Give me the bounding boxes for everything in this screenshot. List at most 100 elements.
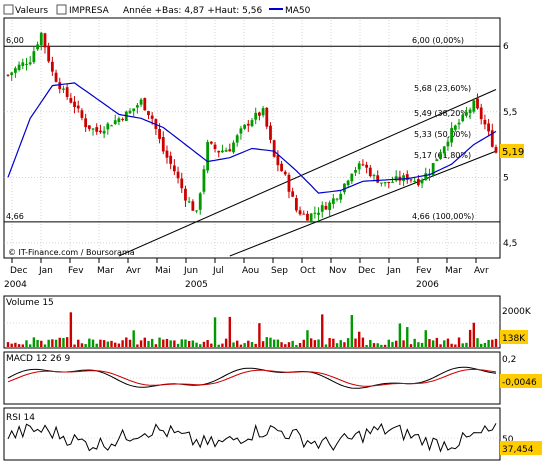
volume-bar [162,339,165,347]
volume-bar [258,323,261,347]
candle-body [99,130,102,133]
candle-body [302,213,306,215]
volume-bar [114,342,117,347]
volume-bar [117,343,121,347]
candle-body [198,193,202,210]
volume-bar [43,344,47,347]
candle-body [487,123,491,132]
volume-bar [280,342,283,347]
volume-bar [213,317,217,347]
candle-body [250,120,254,127]
price-tick-label: 6 [503,42,509,52]
candle-body [346,180,350,186]
candle-body [350,173,354,182]
last-price-tag [500,144,524,158]
volume-bar [476,338,479,347]
year-label: 2006 [416,280,439,290]
month-label: Avr [126,266,141,276]
month-label: Jan [386,266,401,276]
candle-body [217,150,221,153]
month-label: Fev [68,266,84,276]
candle-body [450,127,454,143]
month-label: Avr [474,266,489,276]
volume-bar [335,343,339,347]
volume-bar [291,340,294,347]
candle-body [269,125,272,140]
volume-bar [224,338,228,347]
volume-bar [32,337,36,347]
volume-bar [350,314,354,347]
volume-bar [369,339,372,347]
month-label: Dec [10,266,27,276]
candle-body [50,61,54,72]
candle-body [21,62,25,66]
candle-body [147,111,150,116]
candle-body [232,142,235,153]
candle-body [435,159,439,162]
candle-body [76,105,80,109]
volume-bar [158,337,161,347]
volume-bar [272,339,276,347]
volume-bar [446,338,450,347]
security-name: IMPRESA [69,6,110,16]
volume-bar [62,338,65,347]
candle-body [172,165,176,172]
candle-body [95,127,99,132]
macd-last-tag [500,374,542,388]
volume-bar [387,339,390,347]
candle-body [65,87,69,97]
candle-body [43,33,47,48]
volume-bar [346,338,350,347]
candle-body [121,118,125,120]
horizontal-level-right-label: 6,00 (0,00%) [412,36,464,45]
volume-bar [439,344,442,347]
candle-body [320,205,324,212]
volume-bar [383,344,387,347]
candle-body [206,141,210,171]
price-grid [4,20,500,256]
candle-body [132,108,136,112]
volume-bar [265,337,268,347]
macd-panel-frame [3,351,501,405]
volume-bar [302,339,305,347]
volume-bar [491,339,494,347]
candle-body [135,105,139,108]
candle-body [272,140,276,157]
volume-bar [128,339,132,347]
candle-body [54,72,58,82]
volume-bar [180,339,183,347]
volume-bar [328,338,331,347]
volume-bar [28,344,32,347]
volume-bar [269,337,272,347]
volume-bar [54,339,58,347]
month-label: Mar [445,266,462,276]
volume-bar [110,340,113,347]
candle-body [124,111,128,122]
candle-body [143,98,147,111]
volume-bar [6,342,10,347]
volume-bar [228,316,232,347]
price-y-axis: 6 5,5 5 4,5 [503,42,517,249]
candle-body [357,163,361,170]
volume-bar [150,338,154,347]
volume-bar [309,338,313,347]
month-label: Jun [183,266,198,276]
candle-body [254,112,258,120]
candle-body [213,144,217,150]
volume-bar [468,329,472,347]
candle-body [453,125,457,130]
volume-bar [313,340,317,347]
horizontal-level-right-label: 4,66 (100,00%) [412,212,474,221]
volume-bar [143,337,146,347]
candle-body [87,125,91,129]
volume-bar [102,340,106,347]
volume-bar [232,342,235,347]
volume-bar [139,340,143,347]
month-label: Jul [212,266,224,276]
candle-body [276,155,280,166]
volume-bar [210,343,213,347]
valeurs-checkbox[interactable] [3,4,14,15]
volume-bar [221,343,224,347]
volume-bar [365,344,368,347]
volume-bar [435,337,439,347]
